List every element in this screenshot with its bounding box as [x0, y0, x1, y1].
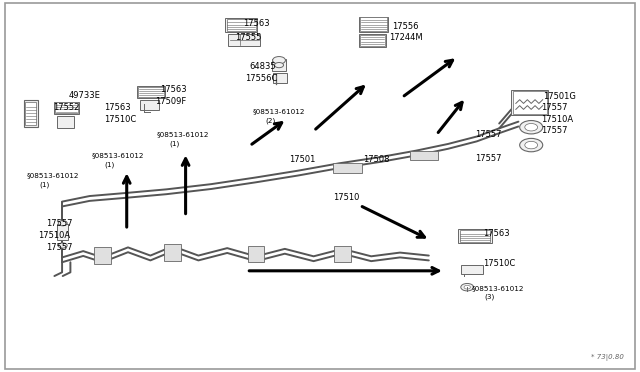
Text: 17563: 17563	[483, 229, 510, 238]
Text: 17552: 17552	[53, 103, 79, 112]
Text: §08513-61012: §08513-61012	[253, 109, 305, 115]
Circle shape	[275, 62, 284, 68]
FancyBboxPatch shape	[333, 163, 362, 173]
Text: (1): (1)	[104, 161, 115, 168]
FancyBboxPatch shape	[57, 224, 68, 240]
Text: 49733E: 49733E	[69, 92, 101, 100]
Text: (2): (2)	[266, 117, 276, 124]
Text: 17510C: 17510C	[104, 115, 136, 124]
FancyBboxPatch shape	[55, 102, 78, 113]
Text: 17510A: 17510A	[38, 231, 70, 240]
FancyBboxPatch shape	[273, 73, 287, 83]
Text: 17501G: 17501G	[543, 92, 575, 101]
FancyBboxPatch shape	[140, 100, 159, 110]
FancyBboxPatch shape	[164, 244, 181, 261]
FancyBboxPatch shape	[360, 17, 387, 31]
FancyBboxPatch shape	[24, 100, 38, 127]
FancyBboxPatch shape	[458, 229, 492, 243]
Circle shape	[520, 121, 543, 134]
Text: (3): (3)	[484, 294, 495, 300]
FancyBboxPatch shape	[228, 34, 260, 46]
Text: 17510C: 17510C	[483, 259, 515, 268]
Circle shape	[461, 283, 474, 291]
Circle shape	[58, 243, 67, 248]
Circle shape	[273, 57, 285, 64]
Text: 17563: 17563	[243, 19, 270, 28]
Text: (1): (1)	[170, 140, 180, 147]
Text: 17508: 17508	[364, 155, 390, 164]
Text: 17501: 17501	[289, 155, 316, 164]
FancyBboxPatch shape	[359, 34, 386, 46]
Circle shape	[520, 138, 543, 152]
Circle shape	[58, 221, 67, 226]
FancyBboxPatch shape	[25, 102, 36, 125]
Circle shape	[525, 141, 538, 149]
FancyBboxPatch shape	[94, 247, 111, 264]
FancyBboxPatch shape	[248, 246, 264, 262]
Text: 17244M: 17244M	[389, 33, 423, 42]
Circle shape	[525, 124, 538, 131]
FancyBboxPatch shape	[272, 59, 286, 71]
Text: (1): (1)	[40, 181, 50, 188]
FancyBboxPatch shape	[461, 265, 483, 274]
FancyBboxPatch shape	[225, 18, 257, 32]
FancyBboxPatch shape	[57, 116, 74, 128]
Text: §08513-61012: §08513-61012	[27, 173, 79, 179]
Text: §08513-61012: §08513-61012	[157, 132, 209, 138]
Text: 17510: 17510	[333, 193, 359, 202]
FancyBboxPatch shape	[511, 90, 548, 115]
Text: 17563: 17563	[104, 103, 131, 112]
Text: 17556: 17556	[392, 22, 418, 31]
Text: 64835: 64835	[250, 62, 276, 71]
Text: * 73|0.80: * 73|0.80	[591, 354, 624, 361]
FancyBboxPatch shape	[410, 151, 438, 160]
Text: 17557: 17557	[541, 126, 567, 135]
Circle shape	[464, 285, 470, 289]
Text: 17557: 17557	[475, 154, 501, 163]
Text: 17510A: 17510A	[541, 115, 573, 124]
FancyBboxPatch shape	[227, 19, 256, 31]
FancyBboxPatch shape	[334, 246, 351, 262]
FancyBboxPatch shape	[460, 230, 490, 242]
Text: 17557: 17557	[541, 103, 567, 112]
FancyBboxPatch shape	[359, 17, 388, 32]
FancyBboxPatch shape	[360, 35, 385, 46]
FancyBboxPatch shape	[513, 91, 547, 114]
FancyBboxPatch shape	[138, 87, 164, 97]
Text: 17557: 17557	[475, 130, 501, 139]
Text: §08513-61012: §08513-61012	[472, 285, 524, 291]
Text: 17509F: 17509F	[156, 97, 187, 106]
Text: 17556C: 17556C	[245, 74, 278, 83]
Text: 17557: 17557	[46, 219, 72, 228]
Text: 17557: 17557	[46, 243, 72, 251]
Text: §08513-61012: §08513-61012	[92, 153, 144, 158]
Text: 17555: 17555	[235, 33, 261, 42]
FancyBboxPatch shape	[137, 86, 165, 98]
Text: 17563: 17563	[160, 85, 187, 94]
FancyBboxPatch shape	[54, 102, 79, 114]
